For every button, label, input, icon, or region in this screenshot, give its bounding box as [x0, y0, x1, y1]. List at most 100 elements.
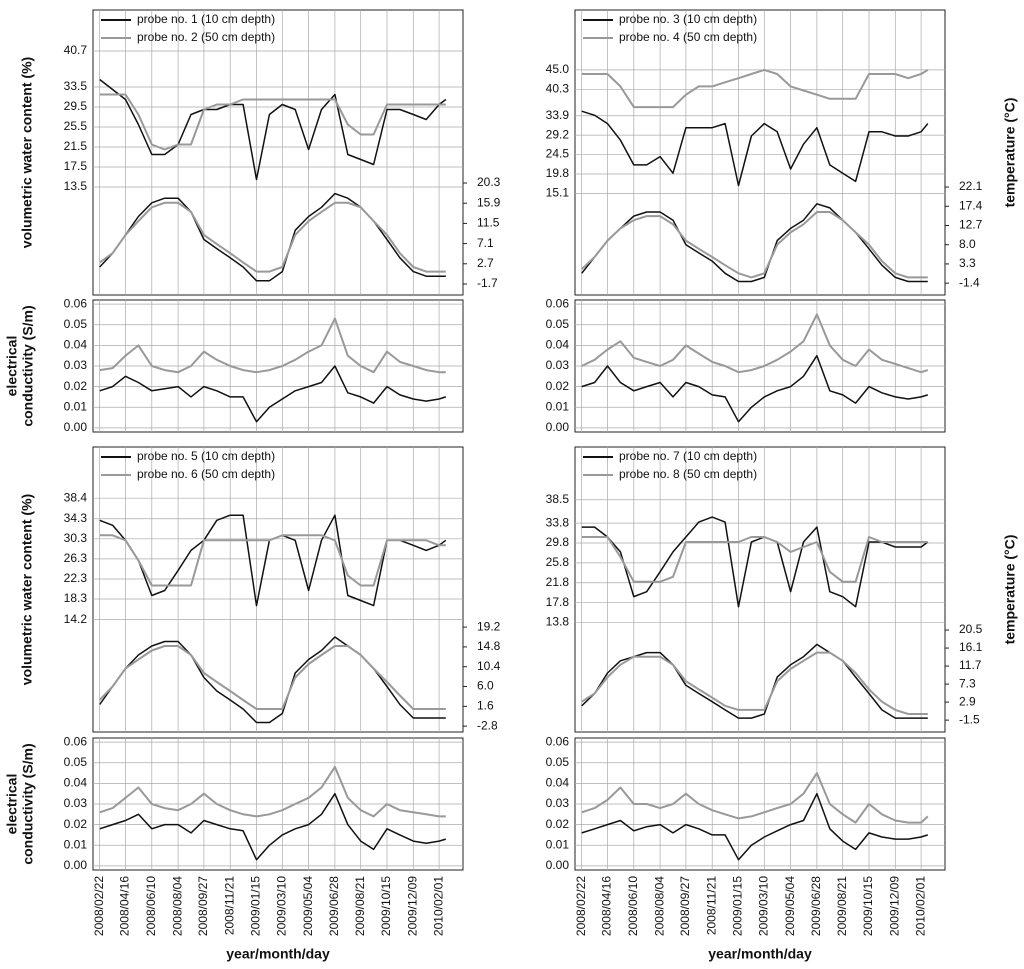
y-tick-label: 0.06 — [64, 734, 88, 748]
series-line — [581, 792, 929, 861]
y-tick-label: 33.9 — [546, 108, 570, 122]
y-tick-label: 45.0 — [546, 62, 570, 76]
legend-label: probe no. 8 (50 cm depth) — [619, 467, 757, 481]
y-tick-label: 0.01 — [64, 399, 88, 413]
y-tick-label: 0.03 — [64, 796, 88, 810]
y-axis-label: volumetric water content (%) — [19, 494, 35, 685]
series-line — [98, 645, 446, 710]
series-line — [581, 536, 928, 583]
y-tick-label: 0.02 — [64, 817, 88, 831]
series-line — [581, 516, 929, 608]
y-tick-label: 14.2 — [64, 612, 88, 626]
y2-tick-label: -1.5 — [959, 712, 980, 726]
y2-tick-label: 3.3 — [959, 256, 976, 270]
y2-tick-label: 17.4 — [959, 198, 983, 212]
legend-label: probe no. 2 (50 cm depth) — [137, 30, 275, 44]
y2-tick-label: 2.7 — [477, 256, 494, 270]
y-tick-label: 15.1 — [546, 186, 570, 200]
y2-tick-label: 10.4 — [477, 659, 501, 673]
y-tick-label: 0.00 — [64, 858, 88, 872]
y-tick-label: 0.06 — [546, 734, 570, 748]
y-tick-label: 38.5 — [546, 492, 570, 506]
y-tick-label: 29.2 — [546, 127, 570, 141]
plot-area — [92, 9, 464, 296]
y-axis-label: conductivity (S/m) — [20, 305, 36, 426]
y2-tick-label: 6.0 — [477, 679, 494, 693]
y-tick-label: 30.3 — [64, 531, 88, 545]
y-tick-label: 0.05 — [546, 317, 570, 331]
y-tick-label: 0.01 — [64, 837, 88, 851]
series-line — [99, 792, 447, 861]
y-axis-label: electrical — [4, 336, 20, 397]
y2-tick-label: -2.8 — [477, 718, 498, 732]
y-tick-label: 0.05 — [546, 755, 570, 769]
y2-tick-label: 19.2 — [477, 619, 501, 633]
series-line — [99, 93, 446, 151]
x-tick-label: 2008/09/27 — [678, 876, 692, 936]
series-line — [581, 68, 929, 109]
legend-label: probe no. 5 (10 cm depth) — [137, 449, 275, 463]
y2-tick-label: 14.8 — [477, 639, 501, 653]
y-tick-label: 34.3 — [64, 511, 88, 525]
x-tick-label: 2009/01/15 — [731, 876, 745, 936]
x-tick-label: 2009/10/15 — [861, 876, 875, 936]
x-tick-label: 2010/02/01 — [431, 876, 445, 936]
legend-label: probe no. 1 (10 cm depth) — [137, 12, 275, 26]
y-axis-label: electrical — [4, 774, 20, 835]
series-line — [581, 772, 929, 824]
y2-tick-label: 11.7 — [959, 658, 982, 672]
y2-tick-label: 8.0 — [959, 237, 976, 251]
plot-area — [574, 9, 946, 296]
y-axis-label: volumetric water content (%) — [19, 57, 35, 248]
x-tick-label: 2008/11/21 — [222, 876, 236, 935]
x-tick-label: 2009/05/04 — [783, 876, 797, 936]
y-tick-label: 0.01 — [546, 837, 570, 851]
y2-axis-label: temperature (°C) — [1002, 98, 1018, 208]
y-tick-label: 24.5 — [546, 147, 570, 161]
x-tick-label: 2008/06/10 — [144, 876, 158, 936]
y2-tick-label: 7.3 — [959, 676, 976, 690]
series-line — [581, 643, 928, 719]
series-line — [581, 313, 929, 374]
series-line — [99, 636, 446, 724]
y2-tick-label: -1.4 — [959, 275, 980, 289]
y-tick-label: 22.3 — [64, 571, 88, 585]
x-tick-label: 2009/08/21 — [835, 876, 849, 936]
y-tick-label: 33.8 — [546, 515, 570, 529]
y-tick-label: 0.00 — [64, 420, 88, 434]
x-tick-label: 2008/06/10 — [626, 876, 640, 936]
legend-label: probe no. 3 (10 cm depth) — [619, 12, 757, 26]
x-axis-label: year/month/day — [708, 946, 812, 962]
y2-tick-label: 16.1 — [959, 640, 983, 654]
y-tick-label: 40.7 — [64, 43, 88, 57]
y-tick-label: 0.02 — [64, 379, 88, 393]
series-line — [581, 211, 928, 279]
x-tick-label: 2009/10/15 — [379, 876, 393, 936]
legend-label: probe no. 7 (10 cm depth) — [619, 449, 757, 463]
legend-label: probe no. 4 (50 cm depth) — [619, 30, 757, 44]
x-tick-label: 2008/02/22 — [574, 876, 588, 936]
y2-tick-label: 20.5 — [959, 622, 983, 636]
y-tick-label: 0.03 — [546, 358, 570, 372]
y-tick-label: 0.04 — [64, 776, 88, 790]
series-line — [581, 110, 929, 187]
y2-tick-label: 20.3 — [477, 175, 501, 189]
series-line — [581, 354, 929, 423]
y-axis-label: conductivity (S/m) — [20, 743, 36, 864]
y-tick-label: 0.04 — [546, 338, 570, 352]
y-tick-label: 29.5 — [64, 99, 88, 113]
y-tick-label: 13.8 — [546, 615, 570, 629]
x-tick-label: 2008/08/04 — [652, 876, 666, 936]
x-tick-label: 2008/11/21 — [704, 876, 718, 935]
y-tick-label: 0.03 — [64, 358, 88, 372]
y2-tick-label: 7.1 — [477, 236, 494, 250]
x-tick-label: 2009/12/09 — [405, 876, 419, 936]
y-tick-label: 0.04 — [64, 338, 88, 352]
y-tick-label: 17.5 — [64, 159, 88, 173]
y-tick-label: 19.8 — [546, 166, 570, 180]
series-line — [99, 765, 446, 818]
y-tick-label: 0.06 — [64, 296, 88, 310]
x-tick-label: 2008/02/22 — [92, 876, 106, 936]
y2-tick-label: -1.7 — [477, 276, 498, 290]
x-tick-label: 2009/12/09 — [887, 876, 901, 936]
